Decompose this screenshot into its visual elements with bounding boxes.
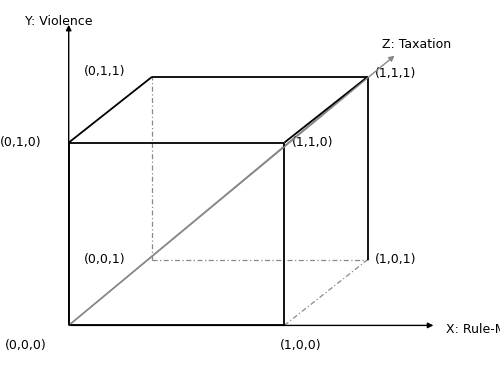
Text: (1,1,0): (1,1,0)	[292, 136, 333, 149]
Text: (0,1,1): (0,1,1)	[84, 65, 125, 78]
Text: Z: Taxation: Z: Taxation	[382, 38, 452, 51]
Text: (1,1,1): (1,1,1)	[375, 67, 416, 80]
Text: (1,0,0): (1,0,0)	[280, 339, 321, 352]
Text: (0,0,1): (0,0,1)	[84, 253, 125, 266]
Text: (0,1,0): (0,1,0)	[0, 136, 42, 149]
Text: (1,0,1): (1,0,1)	[375, 253, 416, 266]
Text: X: Rule-Making: X: Rule-Making	[446, 323, 500, 336]
Text: Y: Violence: Y: Violence	[24, 15, 92, 28]
Text: (0,0,0): (0,0,0)	[5, 339, 47, 352]
